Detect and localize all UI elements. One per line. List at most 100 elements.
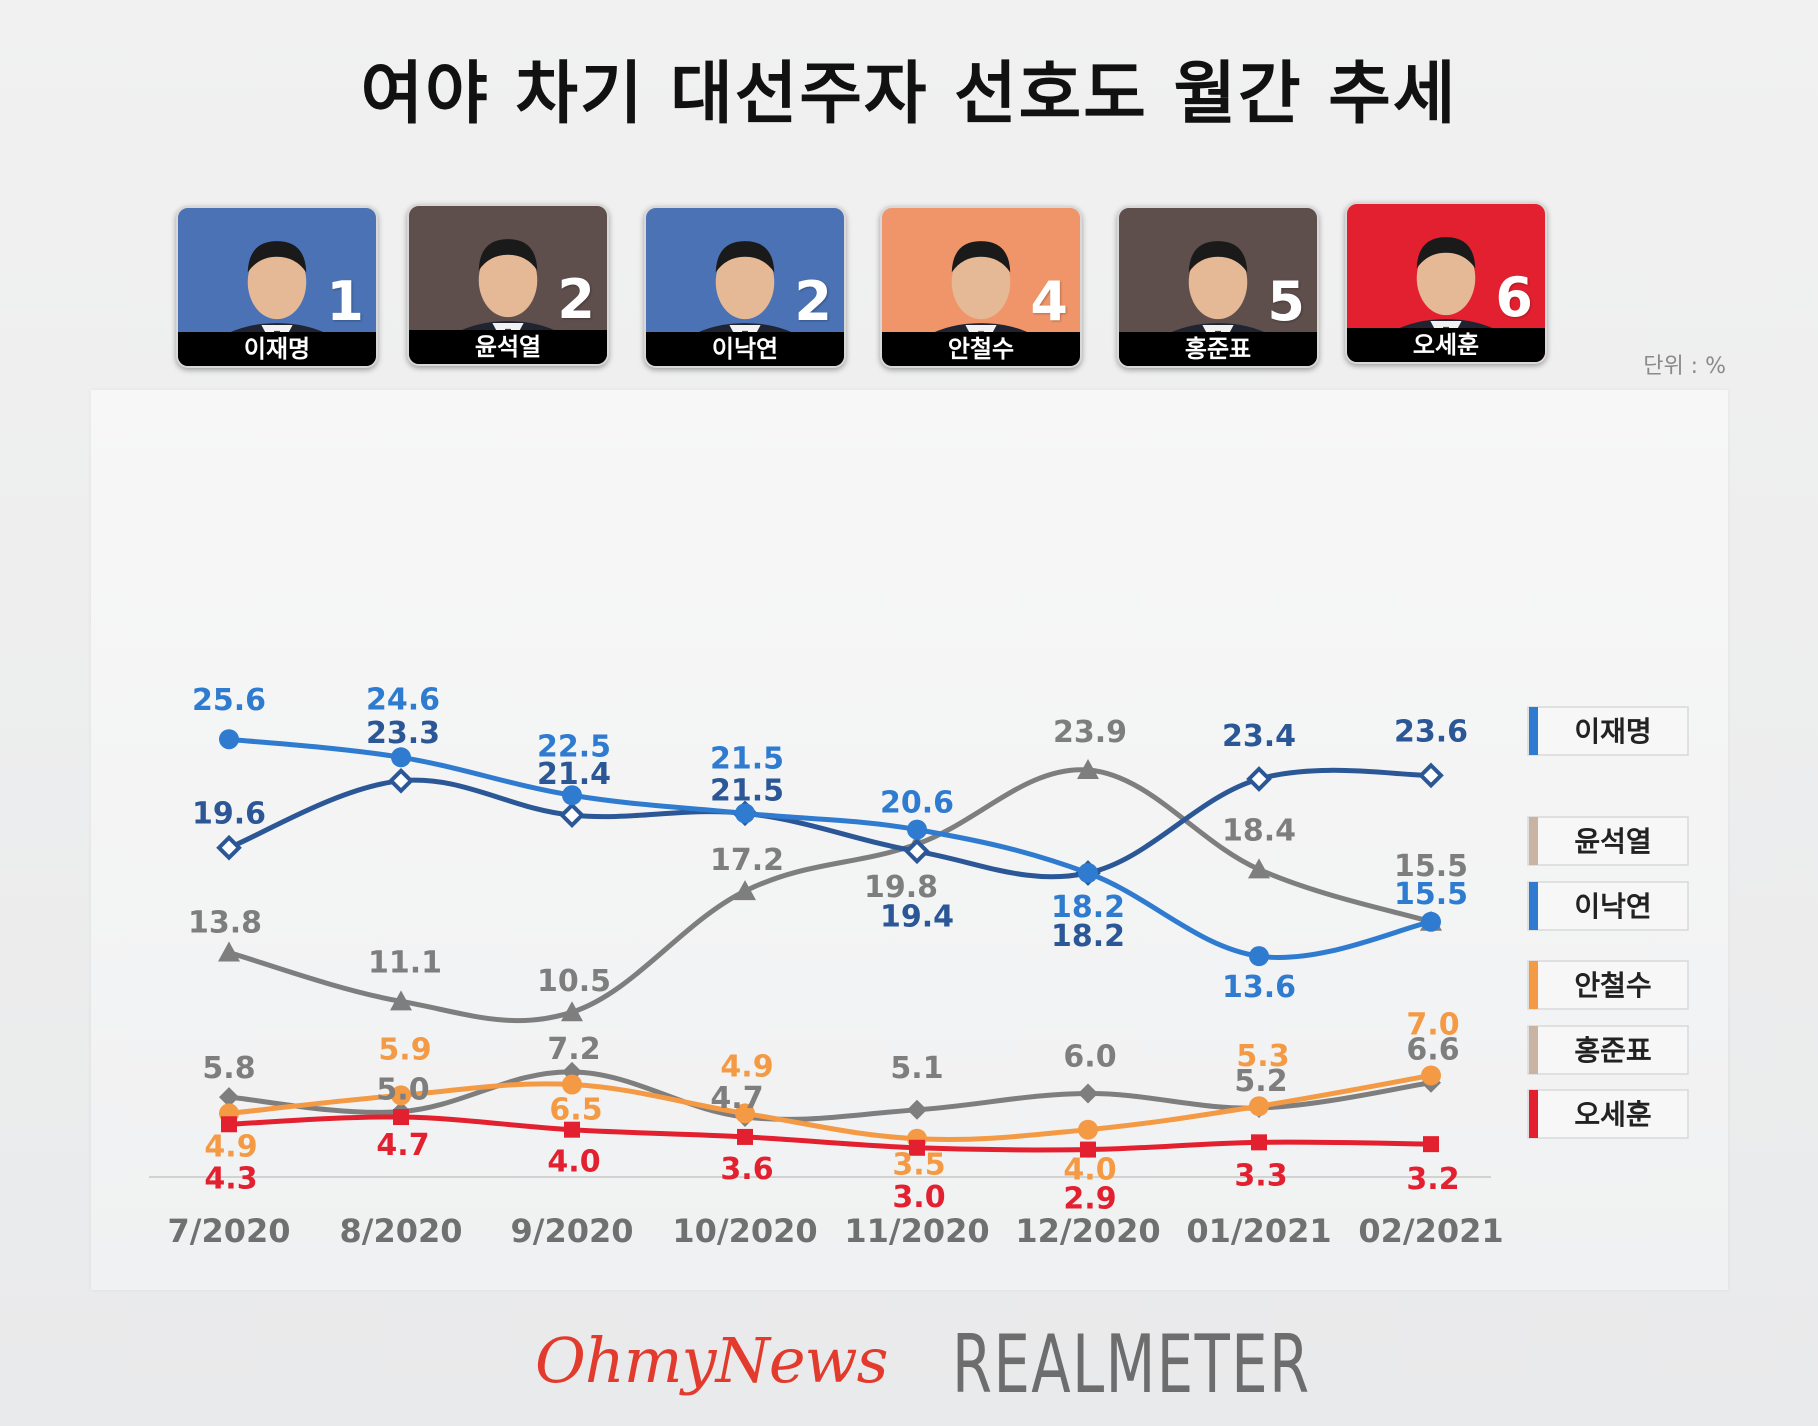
legend-swatch bbox=[1529, 1026, 1538, 1074]
candidate-card: 2 이낙연 bbox=[644, 206, 846, 368]
data-label: 4.3 bbox=[204, 1161, 257, 1196]
data-label: 5.1 bbox=[890, 1051, 943, 1086]
data-label: 4.0 bbox=[547, 1145, 600, 1180]
legend-box bbox=[1527, 1089, 1689, 1139]
candidate-card: 6 오세훈 bbox=[1345, 202, 1547, 364]
data-label: 4.7 bbox=[376, 1128, 429, 1163]
data-point bbox=[559, 802, 585, 828]
data-label: 23.3 bbox=[366, 716, 440, 751]
candidate-card: 2 윤석열 bbox=[407, 204, 609, 366]
data-point bbox=[1423, 1136, 1439, 1153]
series-line bbox=[226, 767, 1434, 880]
legend-swatch bbox=[1529, 1090, 1538, 1138]
data-label: 19.8 bbox=[864, 870, 938, 905]
rank-number: 5 bbox=[1267, 270, 1305, 333]
x-tick-label: 10/2020 bbox=[672, 1212, 817, 1250]
series-line bbox=[226, 767, 1434, 1024]
data-label: 4.7 bbox=[710, 1081, 763, 1116]
data-point bbox=[734, 880, 756, 901]
candidate-cards: 1 이재명 2 윤석열 2 이낙연 4 안철수 5 홍준표 6 오세훈 bbox=[0, 202, 1818, 372]
x-tick-label: 9/2020 bbox=[510, 1212, 633, 1250]
data-point bbox=[393, 1109, 409, 1126]
footer: OhmyNews REALMETER bbox=[0, 1318, 1818, 1418]
legend-label: 이재명 bbox=[1574, 715, 1651, 748]
legend-swatch bbox=[1529, 961, 1538, 1009]
data-label: 19.6 bbox=[192, 797, 266, 832]
data-label: 4.9 bbox=[204, 1129, 257, 1164]
rank-number: 4 bbox=[1030, 270, 1068, 333]
data-label: 5.3 bbox=[1236, 1039, 1289, 1074]
unit-label: 단위 : % bbox=[1643, 354, 1726, 379]
data-label: 23.4 bbox=[1222, 719, 1296, 754]
candidate-card: 4 안철수 bbox=[880, 206, 1082, 368]
legend-box bbox=[1527, 960, 1689, 1010]
x-tick-label: 12/2020 bbox=[1015, 1212, 1160, 1250]
data-label: 23.9 bbox=[1053, 715, 1127, 750]
data-label: 24.6 bbox=[366, 682, 440, 717]
data-point bbox=[219, 729, 239, 750]
candidate-name: 오세훈 bbox=[1347, 328, 1545, 362]
legend-swatch bbox=[1529, 882, 1538, 930]
data-point bbox=[564, 1121, 580, 1138]
data-label: 6.0 bbox=[1063, 1040, 1116, 1075]
data-label: 19.4 bbox=[880, 899, 954, 934]
data-label: 5.2 bbox=[1234, 1064, 1287, 1099]
data-point bbox=[1078, 1119, 1098, 1140]
data-label: 4.0 bbox=[1063, 1153, 1116, 1188]
data-label: 11.1 bbox=[368, 945, 442, 980]
data-label: 3.5 bbox=[892, 1148, 945, 1183]
data-label: 3.6 bbox=[720, 1152, 773, 1187]
legend-label: 안철수 bbox=[1574, 969, 1651, 1002]
legend-swatch bbox=[1529, 707, 1538, 755]
rank-number: 2 bbox=[794, 270, 832, 333]
candidate-name: 안철수 bbox=[882, 332, 1080, 366]
data-point bbox=[1077, 758, 1099, 779]
data-point bbox=[1418, 762, 1444, 789]
legend-label: 홍준표 bbox=[1574, 1034, 1651, 1067]
data-label: 13.8 bbox=[188, 906, 262, 941]
data-point bbox=[1421, 911, 1441, 932]
data-point bbox=[561, 1001, 583, 1022]
data-point bbox=[1078, 863, 1098, 883]
data-label: 5.0 bbox=[376, 1073, 429, 1108]
legend-box bbox=[1527, 881, 1689, 931]
data-label: 21.4 bbox=[537, 757, 611, 792]
data-label: 21.5 bbox=[710, 741, 784, 776]
legend-box bbox=[1527, 1025, 1689, 1075]
data-label: 6.6 bbox=[1406, 1033, 1459, 1068]
data-point bbox=[735, 803, 755, 824]
series-line bbox=[226, 736, 1434, 960]
data-point bbox=[1080, 1141, 1096, 1158]
data-label: 7.0 bbox=[1406, 1007, 1459, 1042]
realmeter-logo: REALMETER bbox=[952, 1318, 1311, 1411]
candidate-name: 이낙연 bbox=[646, 332, 844, 366]
data-point bbox=[907, 1099, 927, 1120]
series-line bbox=[226, 1072, 1434, 1142]
data-label: 5.9 bbox=[378, 1032, 431, 1067]
data-label: 18.4 bbox=[1222, 813, 1296, 848]
data-label: 4.9 bbox=[720, 1049, 773, 1084]
data-point bbox=[735, 1103, 755, 1124]
rank-number: 2 bbox=[557, 268, 595, 331]
rank-number: 1 bbox=[326, 270, 364, 333]
data-point bbox=[390, 990, 412, 1011]
line-chart: 7/2020 8/2020 9/2020 10/2020 11/2020 12/2020 0… bbox=[149, 682, 1689, 1250]
x-tick-label: 11/2020 bbox=[844, 1212, 989, 1250]
data-point bbox=[1251, 1134, 1267, 1151]
candidate-name: 윤석열 bbox=[409, 330, 607, 364]
data-label: 6.5 bbox=[549, 1093, 602, 1128]
data-point bbox=[562, 785, 582, 806]
data-label: 13.6 bbox=[1222, 970, 1296, 1005]
data-point bbox=[391, 1085, 411, 1106]
data-point bbox=[1421, 1065, 1441, 1086]
data-point bbox=[216, 834, 242, 861]
data-point bbox=[391, 747, 411, 768]
data-point bbox=[1249, 946, 1269, 967]
chart-title: 여야 차기 대선주자 선호도 월간 추세 bbox=[360, 55, 1458, 134]
x-tick-label: 7/2020 bbox=[167, 1212, 290, 1250]
candidate-card: 1 이재명 bbox=[176, 206, 378, 368]
legend-box bbox=[1527, 706, 1689, 756]
rank-number: 6 bbox=[1495, 266, 1533, 329]
data-label: 22.5 bbox=[537, 729, 611, 764]
data-point bbox=[388, 767, 414, 794]
